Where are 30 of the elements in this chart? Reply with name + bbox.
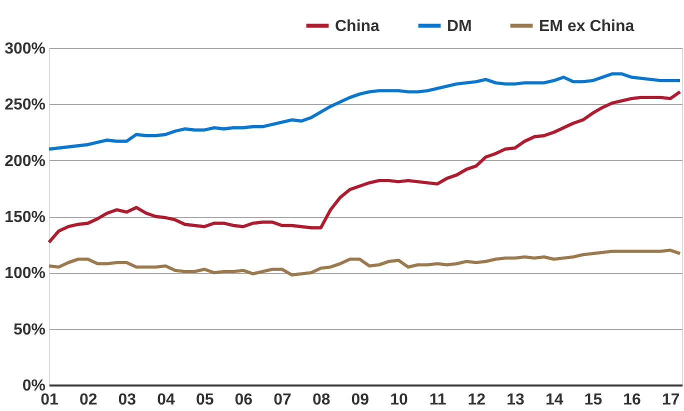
x-tick-label: 06 <box>234 392 253 408</box>
x-tick-label: 07 <box>274 392 292 408</box>
x-tick-label: 12 <box>468 392 486 408</box>
y-tick-label: 250% <box>4 96 46 114</box>
y-tick-label: 300% <box>4 40 46 58</box>
y-tick-label: 150% <box>4 209 46 226</box>
y-tick-label: 0% <box>22 378 46 394</box>
x-tick-label: 17 <box>662 392 680 408</box>
x-tick-label: 05 <box>196 392 214 408</box>
x-tick-label: 14 <box>545 392 564 408</box>
legend-label: DM <box>447 18 472 35</box>
y-tick-label: 200% <box>4 152 46 170</box>
x-tick-label: 11 <box>429 392 446 408</box>
x-tick-label: 03 <box>118 392 136 408</box>
x-tick-label: 02 <box>79 392 98 408</box>
x-tick-label: 01 <box>40 392 58 408</box>
x-tick-label: 16 <box>623 392 642 408</box>
x-tick-label: 15 <box>584 392 602 408</box>
line-series <box>47 248 682 277</box>
x-tick-label: 10 <box>390 392 408 408</box>
y-tick-label: 50% <box>13 321 46 338</box>
legend-label: China <box>335 18 380 35</box>
x-tick-label: 08 <box>312 392 330 408</box>
line-series <box>47 72 682 151</box>
x-tick-label: 09 <box>351 392 370 408</box>
x-tick-label: 13 <box>506 392 525 408</box>
legend-label: EM ex China <box>539 18 634 35</box>
line-series <box>47 90 682 244</box>
y-tick-label: 100% <box>4 265 46 282</box>
x-tick-label: 04 <box>157 392 176 408</box>
